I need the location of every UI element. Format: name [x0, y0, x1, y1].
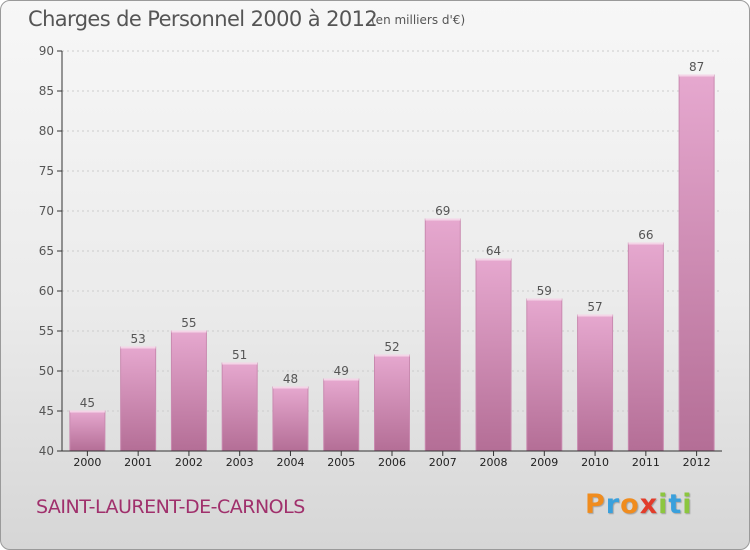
bar [272, 386, 309, 452]
bar [424, 218, 461, 452]
x-tick-label: 2008 [480, 456, 508, 469]
data-label: 45 [80, 396, 95, 410]
bar [120, 346, 157, 452]
y-tick-label: 75 [39, 164, 54, 178]
data-label: 55 [181, 316, 196, 330]
logo-letter: i [658, 489, 669, 520]
chart-subtitle: (en milliers d'€) [371, 13, 466, 27]
x-tick-label: 2005 [327, 456, 355, 469]
y-tick-label: 55 [39, 324, 54, 338]
y-tick-label: 40 [39, 444, 54, 458]
x-tick-label: 2001 [124, 456, 152, 469]
y-tick-label: 85 [39, 84, 54, 98]
data-label: 59 [537, 284, 552, 298]
data-label: 69 [435, 204, 450, 218]
bar [678, 74, 715, 452]
data-label: 66 [638, 228, 653, 242]
x-tick-label: 2003 [226, 456, 254, 469]
x-tick-label: 2002 [175, 456, 203, 469]
bar [475, 258, 512, 452]
x-tick-label: 2000 [73, 456, 101, 469]
logo-letter: i [682, 489, 693, 520]
y-tick-label: 50 [39, 364, 54, 378]
y-tick-label: 80 [39, 124, 54, 138]
logo-letter: t [668, 489, 683, 520]
logo-letter: x [639, 489, 659, 520]
axis-layer: 40 45 50 55 60 65 70 75 80 85 90 2000 2001 2002 2003 20… [39, 44, 722, 469]
x-tick-label: 2007 [429, 456, 457, 469]
bar [374, 354, 410, 452]
y-tick-label: 90 [39, 44, 54, 58]
bar-layer: 45 53 55 51 48 49 52 69 64 59 57 66 87 [69, 60, 715, 452]
data-label: 87 [689, 60, 704, 74]
logo-letter: o [620, 489, 640, 520]
bar [526, 298, 563, 452]
x-tick-label: 2006 [378, 456, 406, 469]
x-tick-label: 2010 [581, 456, 609, 469]
logo-letter: P [585, 489, 606, 520]
data-label: 48 [283, 372, 298, 386]
bar [221, 362, 258, 452]
bar [170, 330, 207, 452]
data-label: 51 [232, 348, 247, 362]
x-tick-label: 2009 [530, 456, 558, 469]
y-tick-label: 70 [39, 204, 54, 218]
data-label: 53 [131, 332, 146, 346]
chart-title: Charges de Personnel 2000 à 2012 [28, 7, 378, 31]
data-label: 52 [384, 340, 399, 354]
y-tick-label: 45 [39, 404, 54, 418]
commune-name: SAINT-LAURENT-DE-CARNOLS [36, 496, 305, 518]
proxiti-logo: Proxiti [585, 489, 693, 520]
x-tick-label: 2012 [683, 456, 711, 469]
y-tick-label: 60 [39, 284, 54, 298]
bar [577, 314, 614, 452]
bar [323, 378, 360, 452]
y-tick-label: 65 [39, 244, 54, 258]
x-tick-label: 2004 [276, 456, 304, 469]
bar [627, 242, 664, 452]
logo-letter: r [605, 489, 621, 520]
bar [69, 410, 106, 452]
x-tick-label: 2011 [632, 456, 660, 469]
data-label: 57 [587, 300, 602, 314]
data-label: 64 [486, 244, 501, 258]
data-label: 49 [334, 364, 349, 378]
